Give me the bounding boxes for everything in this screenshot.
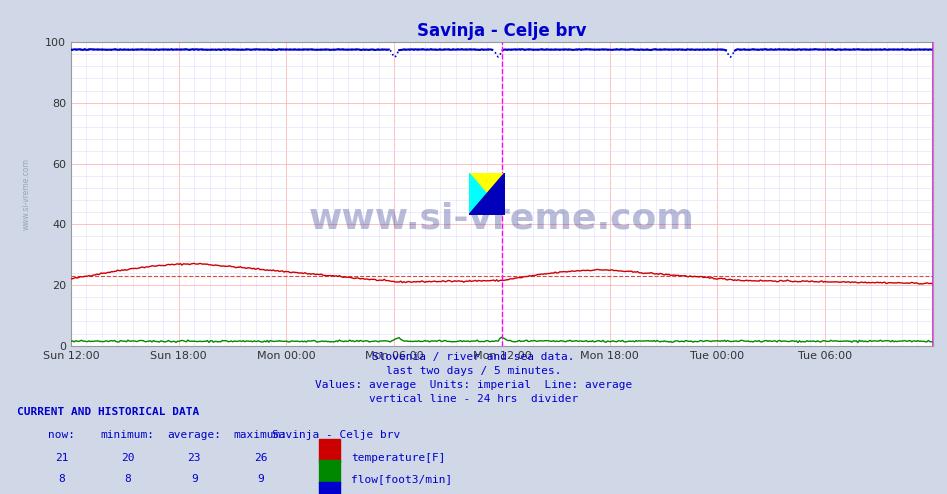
Text: average:: average:	[167, 430, 222, 440]
Text: temperature[F]: temperature[F]	[351, 453, 446, 463]
Title: Savinja - Celje brv: Savinja - Celje brv	[418, 22, 586, 41]
Text: 8: 8	[124, 474, 132, 484]
FancyBboxPatch shape	[319, 460, 340, 483]
Text: maximum:: maximum:	[233, 430, 288, 440]
Text: www.si-vreme.com: www.si-vreme.com	[22, 158, 30, 230]
Polygon shape	[469, 173, 505, 215]
Polygon shape	[469, 173, 487, 215]
Text: flow[foot3/min]: flow[foot3/min]	[351, 474, 453, 484]
Text: minimum:: minimum:	[100, 430, 155, 440]
Text: www.si-vreme.com: www.si-vreme.com	[309, 201, 695, 235]
Text: 8: 8	[58, 474, 65, 484]
Text: CURRENT AND HISTORICAL DATA: CURRENT AND HISTORICAL DATA	[17, 407, 199, 417]
Polygon shape	[469, 173, 505, 194]
Text: 21: 21	[55, 453, 68, 463]
Text: Savinja - Celje brv: Savinja - Celje brv	[272, 430, 401, 440]
Text: 20: 20	[121, 453, 134, 463]
Text: 9: 9	[190, 474, 198, 484]
FancyBboxPatch shape	[319, 482, 340, 494]
Text: now:: now:	[48, 430, 75, 440]
Text: 23: 23	[188, 453, 201, 463]
Text: 9: 9	[257, 474, 264, 484]
Text: Slovenia / river and sea data.
last two days / 5 minutes.
Values: average  Units: Slovenia / river and sea data. last two …	[314, 352, 633, 404]
FancyBboxPatch shape	[319, 439, 340, 462]
Text: 26: 26	[254, 453, 267, 463]
